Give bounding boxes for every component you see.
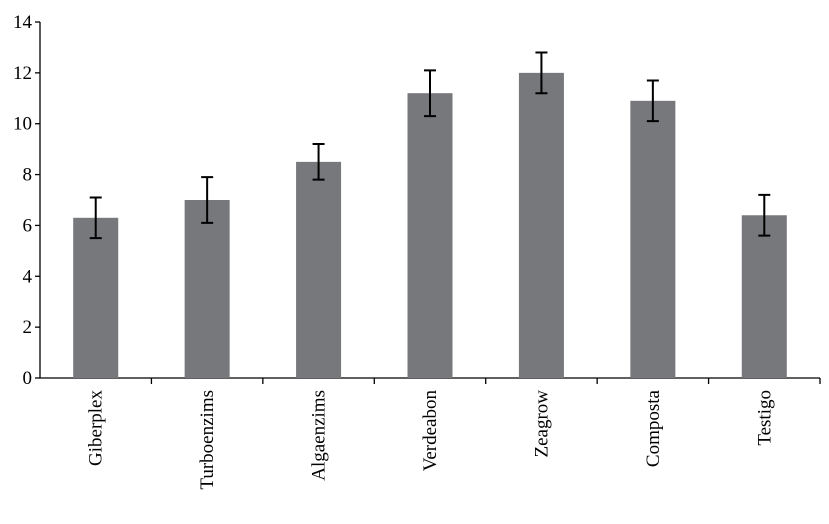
y-tick-label: 10 <box>13 114 32 135</box>
error-bar <box>89 196 102 240</box>
x-tick-label: Composta <box>643 389 664 467</box>
x-tick-label: Verdeabon <box>420 390 441 472</box>
error-bar <box>646 79 659 123</box>
x-tick-label: Zeagrow <box>531 390 552 458</box>
error-bar <box>312 143 325 181</box>
bar <box>184 200 230 378</box>
y-tick-label: 2 <box>23 317 33 338</box>
y-tick-label: 0 <box>23 368 33 389</box>
bar <box>407 93 453 378</box>
x-tick-label: Giberplex <box>86 390 107 466</box>
y-tick-label: 4 <box>23 266 33 287</box>
error-bar <box>758 193 771 237</box>
error-bar <box>201 176 214 224</box>
error-bar <box>535 51 548 95</box>
y-tick-label: 8 <box>23 165 33 186</box>
y-tick-label: 6 <box>23 215 33 236</box>
y-tick-label: 12 <box>13 63 32 84</box>
x-tick-label: Algaenzims <box>309 390 330 481</box>
bar <box>741 215 787 378</box>
y-tick-label: 14 <box>13 12 33 33</box>
bar <box>73 217 119 378</box>
bar <box>630 100 676 378</box>
bar <box>518 72 564 378</box>
error-bar <box>424 69 436 118</box>
x-tick-label: Turboenzims <box>197 390 218 490</box>
bar <box>296 161 342 378</box>
x-tick-label: Testigo <box>754 390 775 446</box>
